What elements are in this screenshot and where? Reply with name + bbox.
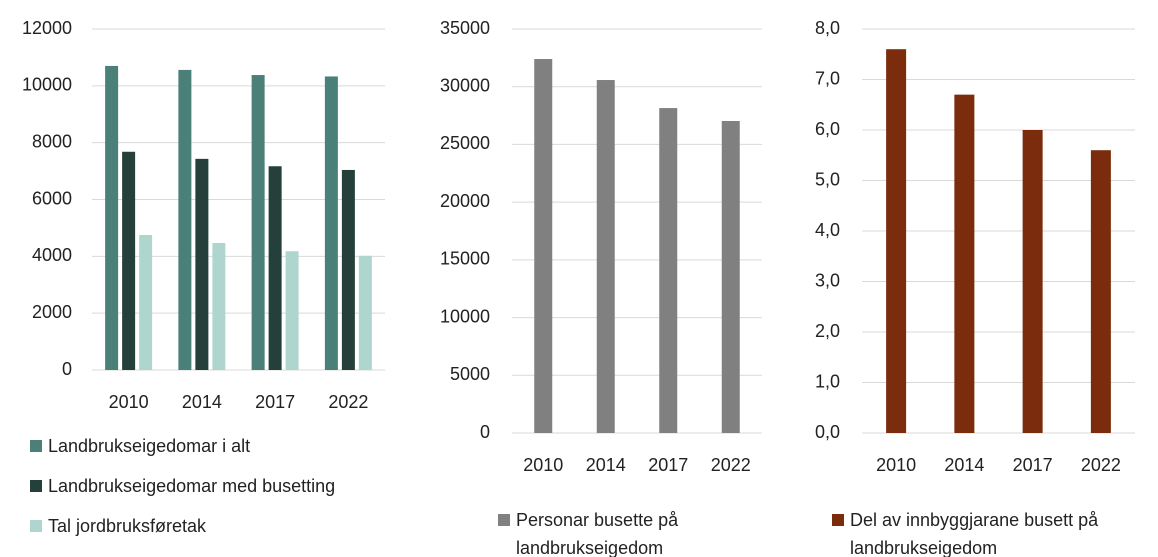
y-tick-label: 2,0	[815, 321, 840, 341]
y-tick-label: 5,0	[815, 169, 840, 189]
legend-item: Tal jordbruksføretak	[30, 512, 430, 540]
bar	[324, 76, 338, 370]
y-tick-label: 3,0	[815, 270, 840, 290]
bar	[358, 255, 372, 370]
x-tick-label: 2010	[109, 392, 149, 412]
legend-label: Tal jordbruksføretak	[48, 516, 207, 536]
bar	[534, 59, 553, 434]
y-tick-label: 0	[480, 422, 490, 442]
legend-swatch	[30, 480, 42, 492]
x-tick-label: 2017	[255, 392, 295, 412]
x-tick-label: 2022	[1081, 455, 1121, 475]
x-tick-label: 2017	[1013, 455, 1053, 475]
bar	[721, 120, 740, 433]
legend-item: Del av innbyggjarane busett på landbruks…	[832, 506, 1158, 557]
bar	[659, 108, 678, 433]
x-tick-label: 2017	[648, 455, 688, 475]
bar	[139, 235, 153, 370]
x-tick-label: 2014	[586, 455, 626, 475]
y-tick-label: 12000	[22, 18, 72, 38]
bar	[195, 158, 209, 370]
y-tick-label: 0,0	[815, 422, 840, 442]
y-tick-label: 6000	[32, 188, 72, 208]
x-tick-label: 2010	[523, 455, 563, 475]
y-tick-label: 0	[62, 359, 72, 379]
x-tick-label: 2010	[876, 455, 916, 475]
y-tick-label: 2000	[32, 302, 72, 322]
legend-label: Landbrukseigedomar med busetting	[48, 476, 336, 496]
bar	[105, 65, 119, 371]
x-tick-label: 2022	[711, 455, 751, 475]
y-tick-label: 30000	[440, 75, 490, 95]
legend-label: Landbrukseigedomar i alt	[48, 436, 251, 456]
legend-item: Landbrukseigedomar i alt	[30, 432, 430, 460]
bar	[178, 69, 192, 371]
y-tick-label: 1,0	[815, 371, 840, 391]
bar	[251, 75, 265, 370]
legend-swatch	[30, 440, 42, 452]
y-tick-label: 35000	[440, 18, 490, 38]
legend-label: Del av innbyggjarane busett på landbruks…	[850, 510, 1099, 557]
y-tick-label: 4000	[32, 245, 72, 265]
y-tick-label: 10000	[22, 75, 72, 95]
y-tick-label: 8000	[32, 131, 72, 151]
bar	[341, 169, 355, 370]
y-tick-label: 15000	[440, 249, 490, 269]
x-tick-label: 2014	[182, 392, 222, 412]
bar	[596, 80, 615, 433]
x-tick-label: 2014	[944, 455, 984, 475]
legend-item: Personar busette på landbrukseigedom	[498, 506, 758, 557]
bar	[954, 94, 975, 434]
bar	[268, 166, 282, 370]
y-tick-label: 25000	[440, 133, 490, 153]
bar	[886, 49, 907, 433]
y-tick-label: 7,0	[815, 68, 840, 88]
legend: Landbrukseigedomar i alt Landbrukseigedom…	[30, 432, 430, 552]
y-tick-label: 6,0	[815, 119, 840, 139]
legend-swatch	[832, 514, 844, 526]
y-tick-label: 4,0	[815, 220, 840, 240]
legend: Personar busette på landbrukseigedom	[498, 506, 758, 557]
bar	[122, 151, 136, 370]
y-tick-label: 5000	[450, 364, 490, 384]
y-tick-label: 8,0	[815, 18, 840, 38]
bar	[285, 251, 299, 370]
y-tick-label: 20000	[440, 191, 490, 211]
bar	[1022, 130, 1043, 433]
legend-label: Personar busette på landbrukseigedom	[516, 510, 679, 557]
legend-swatch	[498, 514, 510, 526]
legend-swatch	[30, 520, 42, 532]
legend: Del av innbyggjarane busett på landbruks…	[832, 506, 1158, 557]
bar	[212, 242, 226, 370]
legend-item: Landbrukseigedomar med busetting	[30, 472, 430, 500]
bar	[1090, 150, 1111, 433]
y-tick-label: 10000	[440, 306, 490, 326]
x-tick-label: 2022	[328, 392, 368, 412]
